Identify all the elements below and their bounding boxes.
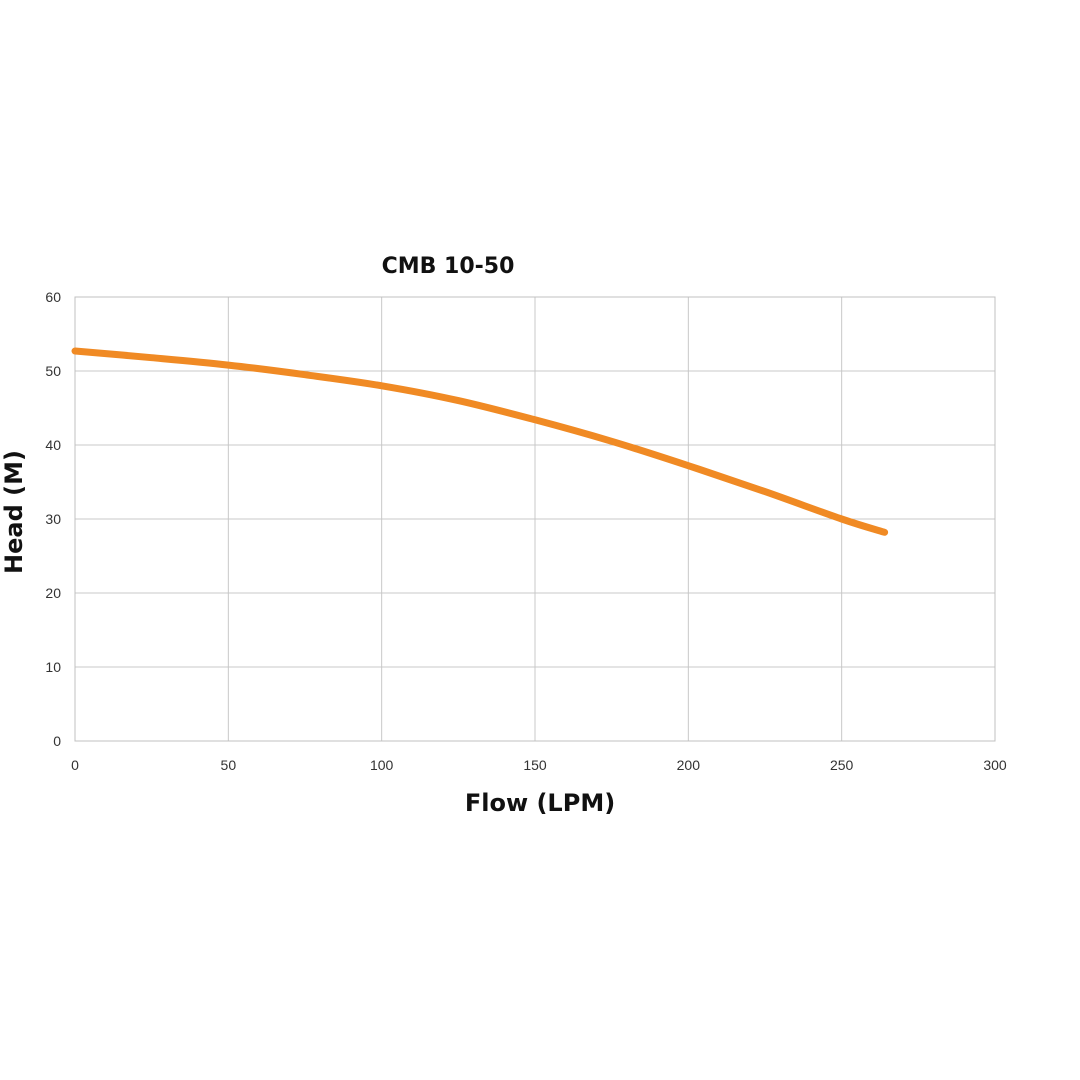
x-tick-label: 100 — [370, 757, 394, 773]
x-axis-label: Flow (LPM) — [465, 789, 615, 817]
y-tick-label: 40 — [45, 437, 61, 453]
y-tick-label: 60 — [45, 289, 61, 305]
plot-area — [74, 296, 996, 742]
x-tick-label: 0 — [71, 757, 79, 773]
y-tick-label: 0 — [53, 733, 61, 749]
x-tick-label: 300 — [983, 757, 1007, 773]
series-group — [71, 347, 889, 536]
x-tick-label: 150 — [523, 757, 547, 773]
x-tick-label: 200 — [677, 757, 701, 773]
y-tick-label: 20 — [45, 585, 61, 601]
x-axis-ticks: 0 50 100 150 200 250 300 — [71, 757, 1007, 773]
chart-title: CMB 10-50 — [382, 254, 515, 279]
pump-curve-line — [71, 347, 889, 536]
y-tick-label: 50 — [45, 363, 61, 379]
x-tick-label: 250 — [830, 757, 854, 773]
y-axis-ticks: 0 10 20 30 40 50 60 — [45, 289, 61, 749]
y-tick-label: 30 — [45, 511, 61, 527]
x-tick-label: 50 — [221, 757, 237, 773]
y-tick-label: 10 — [45, 659, 61, 675]
y-axis-label: Head (M) — [0, 450, 28, 574]
